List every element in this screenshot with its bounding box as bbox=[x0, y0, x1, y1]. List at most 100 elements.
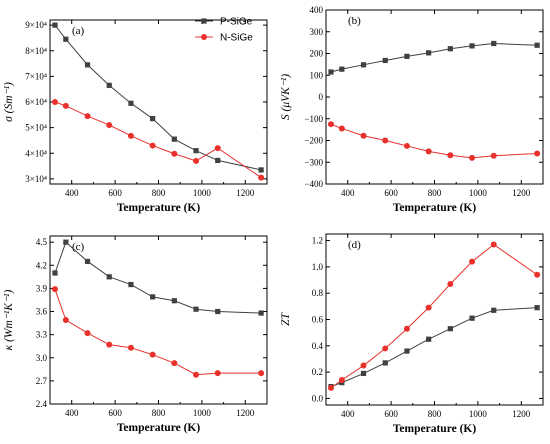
data-point bbox=[328, 69, 334, 75]
data-point bbox=[106, 274, 112, 280]
data-point bbox=[339, 66, 345, 72]
y-tick-label: 0.6 bbox=[312, 315, 324, 325]
legend-marker-n bbox=[201, 34, 207, 40]
data-point bbox=[426, 50, 432, 56]
x-tick-label: 800 bbox=[428, 409, 442, 419]
x-tick-label: 600 bbox=[384, 409, 398, 419]
data-point bbox=[490, 241, 497, 248]
data-point bbox=[106, 82, 112, 88]
x-tick-label: 400 bbox=[341, 188, 355, 198]
data-point bbox=[128, 100, 134, 106]
y-tick-label: 0.0 bbox=[312, 393, 324, 403]
data-point bbox=[491, 40, 497, 47]
data-point bbox=[171, 298, 177, 304]
panel-tag: (c) bbox=[72, 241, 85, 253]
data-point bbox=[193, 306, 199, 312]
data-point bbox=[360, 62, 367, 68]
data-point bbox=[106, 122, 113, 129]
x-tick-label: 400 bbox=[65, 188, 79, 198]
y-tick-label: 400 bbox=[310, 5, 324, 15]
x-tick-label: 1000 bbox=[193, 188, 212, 198]
data-point bbox=[382, 137, 389, 144]
y-tick-label: −200 bbox=[304, 136, 323, 146]
panel-tag: (b) bbox=[348, 15, 361, 27]
data-point bbox=[62, 317, 69, 323]
x-tick-label: 400 bbox=[65, 408, 79, 418]
y-tick-label: 0.4 bbox=[312, 341, 324, 351]
data-point bbox=[447, 46, 453, 52]
x-tick-label: 600 bbox=[108, 188, 122, 198]
data-point bbox=[404, 53, 410, 59]
data-point bbox=[491, 307, 497, 313]
x-tick-label: 1200 bbox=[236, 188, 255, 198]
data-point bbox=[258, 310, 264, 316]
data-point bbox=[171, 136, 177, 142]
y-tick-label: 2.4 bbox=[36, 399, 48, 409]
data-point bbox=[425, 304, 432, 311]
y-tick-label: 0.8 bbox=[312, 288, 324, 298]
y-tick-label: −100 bbox=[304, 114, 323, 124]
data-point bbox=[171, 150, 178, 157]
data-point bbox=[403, 325, 410, 332]
data-point bbox=[469, 43, 475, 49]
x-axis-label: Temperature (K) bbox=[393, 423, 477, 435]
legend-label-n: N-SiGe bbox=[220, 33, 253, 44]
data-point bbox=[447, 280, 454, 287]
y-tick-label: 0.2 bbox=[312, 367, 323, 377]
data-point bbox=[382, 345, 389, 352]
data-point bbox=[84, 62, 91, 68]
y-tick-label: 9×10⁴ bbox=[25, 20, 47, 30]
data-point bbox=[534, 305, 540, 311]
x-tick-label: 600 bbox=[384, 188, 398, 198]
data-point bbox=[193, 157, 200, 164]
data-point bbox=[425, 148, 432, 155]
panel-c: 400 600 800 1000 1200 2.4 2.7 3.0 3.3 3.6 3.9 4.2 4.… bbox=[3, 235, 268, 434]
data-point bbox=[52, 270, 58, 276]
y-tick-label: 7×10⁴ bbox=[25, 71, 47, 81]
panel-b: 400 600 800 1000 1200 −400 −300 −200 −100 0 100 200… bbox=[280, 5, 544, 214]
x-tick-label: 600 bbox=[108, 408, 122, 418]
data-point bbox=[447, 326, 453, 332]
data-point bbox=[51, 286, 58, 293]
data-point bbox=[360, 132, 367, 139]
y-axis-label: κ (Wm⁻¹K⁻¹) bbox=[3, 290, 15, 351]
x-tick-label: 1200 bbox=[512, 409, 531, 419]
series-line-n-sige bbox=[330, 243, 538, 389]
data-point bbox=[404, 348, 410, 354]
y-tick-label: 300 bbox=[310, 27, 324, 37]
series-line-p-sige bbox=[330, 307, 538, 388]
x-axis-label: Temperature (K) bbox=[117, 422, 201, 434]
plot-frame bbox=[325, 233, 544, 406]
y-tick-label: 1.2 bbox=[312, 236, 323, 246]
series-line-p-sige bbox=[330, 42, 538, 73]
panel-tag: (d) bbox=[348, 239, 361, 251]
data-point bbox=[447, 152, 454, 159]
data-point bbox=[51, 99, 58, 105]
series-line-p-sige bbox=[54, 241, 262, 314]
data-point bbox=[127, 132, 134, 139]
y-tick-label: 3.0 bbox=[36, 353, 48, 363]
y-tick-label: 8×10⁴ bbox=[25, 46, 47, 56]
data-point bbox=[338, 377, 345, 384]
data-point bbox=[426, 336, 432, 342]
data-point bbox=[214, 145, 221, 152]
data-point bbox=[106, 341, 113, 348]
data-point bbox=[534, 271, 541, 278]
y-tick-label: 3.6 bbox=[36, 307, 48, 317]
y-tick-label: 2.7 bbox=[36, 376, 48, 386]
y-tick-label: 4.2 bbox=[36, 260, 47, 270]
data-point bbox=[84, 330, 91, 337]
data-point bbox=[490, 152, 497, 159]
data-point bbox=[327, 121, 334, 128]
series-line-p-sige bbox=[54, 24, 262, 171]
data-point bbox=[215, 157, 221, 164]
data-point bbox=[403, 142, 410, 149]
x-tick-label: 800 bbox=[152, 188, 166, 198]
x-tick-label: 1200 bbox=[512, 188, 531, 198]
data-point bbox=[149, 142, 156, 149]
series-line-n-sige bbox=[54, 101, 262, 179]
data-point bbox=[193, 371, 200, 378]
panel-tag: (a) bbox=[72, 25, 85, 37]
data-point bbox=[534, 150, 541, 157]
